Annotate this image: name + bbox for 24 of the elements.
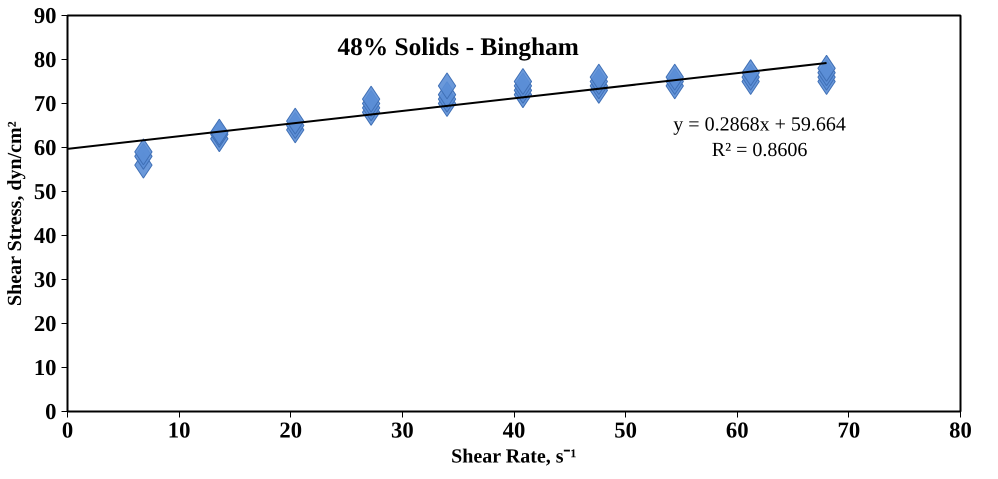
- y-tick-label: 0: [45, 399, 56, 424]
- y-tick-label: 40: [34, 223, 56, 248]
- x-tick-label: 70: [838, 418, 860, 442]
- x-axis-title: Shear Rate, s⁻¹: [451, 446, 577, 468]
- x-tick-label: 50: [614, 418, 637, 442]
- x-tick-label: 30: [391, 418, 414, 442]
- y-tick-label: 60: [34, 135, 56, 160]
- x-tick-label: 0: [62, 418, 74, 442]
- y-tick-label: 30: [34, 267, 56, 292]
- annotation: R² = 0.8606: [712, 139, 808, 162]
- x-tick-label: 60: [726, 418, 749, 442]
- x-tick-label: 20: [279, 418, 302, 442]
- x-tick-label: 40: [502, 418, 526, 442]
- annotation: y = 0.2868x + 59.664: [673, 113, 846, 136]
- x-tick-label: 10: [168, 418, 190, 442]
- y-axis-title: Shear Stress, dyn/cm²: [4, 121, 26, 306]
- y-tick-label: 20: [34, 311, 56, 336]
- y-tick-label: 70: [34, 91, 56, 116]
- y-tick-label: 10: [34, 355, 56, 380]
- y-tick-label: 90: [34, 3, 56, 28]
- x-tick-label: 80: [949, 418, 972, 442]
- text: 48% Solids - Bingham: [337, 33, 579, 62]
- y-tick-label: 80: [34, 47, 56, 72]
- y-tick-label: 50: [34, 179, 56, 204]
